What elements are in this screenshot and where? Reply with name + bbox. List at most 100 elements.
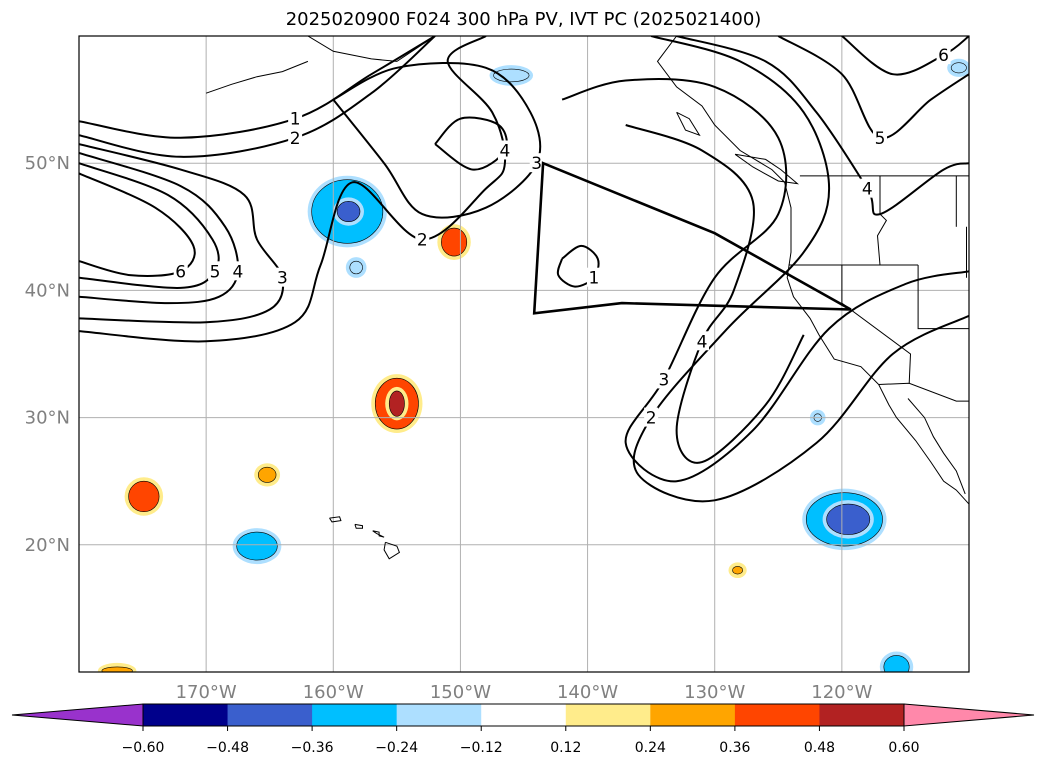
ivt-anomaly-layer bbox=[97, 58, 969, 672]
pv-contour-label: 3 bbox=[658, 370, 669, 390]
colorbar-tick-label: 0.36 bbox=[719, 740, 750, 756]
coastline-segment bbox=[876, 175, 888, 266]
colorbar-extend-low bbox=[11, 703, 144, 727]
pv-contour-label-bg bbox=[860, 178, 875, 198]
colorbar-tick-label: −0.12 bbox=[460, 740, 503, 756]
pv-contour-6 bbox=[841, 36, 969, 76]
pv-contour-label: 2 bbox=[417, 231, 428, 251]
pv-contour-label-bg bbox=[173, 261, 188, 281]
x-tick-label: 140°W bbox=[557, 682, 618, 703]
colorbar-segment bbox=[819, 704, 905, 726]
colorbar-tick-label: −0.48 bbox=[206, 740, 249, 756]
pv-contour-label: 1 bbox=[589, 269, 600, 289]
pv-contour-label: 5 bbox=[875, 129, 886, 149]
region-box-outline bbox=[532, 161, 852, 315]
coastline-segment bbox=[383, 541, 401, 560]
x-tick-label: 170°W bbox=[176, 682, 237, 703]
pv-contour-5 bbox=[79, 162, 220, 289]
pv-contour-label-bg bbox=[936, 45, 951, 65]
colorbar-segment bbox=[396, 704, 482, 726]
x-tick-label: 160°W bbox=[303, 682, 364, 703]
ivt-anomaly-blob bbox=[388, 390, 405, 417]
pv-contour-2 bbox=[79, 36, 507, 343]
ivt-anomaly-blob bbox=[883, 655, 910, 672]
pv-contour-label: 4 bbox=[233, 262, 244, 282]
pv-contour-label-bg bbox=[288, 108, 303, 128]
pv-contour-label-bg bbox=[656, 369, 671, 389]
coastline-segment bbox=[907, 398, 966, 495]
ivt-anomaly-blob bbox=[236, 531, 278, 561]
map-background bbox=[79, 36, 969, 672]
ivt-anomaly-blob bbox=[826, 503, 871, 535]
colorbar: −0.60 −0.48 −0.36 −0.24 −0.12 0.12 0.24 0.36 0.4… bbox=[11, 703, 1035, 756]
pv-contour-label-bg bbox=[644, 407, 659, 427]
pv-contour-label: 4 bbox=[697, 332, 708, 352]
map-frame bbox=[78, 35, 970, 673]
pv-contour-label-bg bbox=[208, 261, 223, 281]
graticule bbox=[79, 36, 969, 672]
pv-contour-label: 2 bbox=[646, 409, 657, 429]
ivt-anomaly-blob bbox=[493, 68, 530, 83]
pv-contour-label: 5 bbox=[210, 262, 221, 282]
pv-contour-3 bbox=[79, 143, 285, 324]
pv-contour-2 bbox=[632, 36, 969, 503]
ivt-anomaly-blob bbox=[950, 62, 967, 74]
coastline-segment bbox=[878, 382, 969, 402]
pv-contour-label: 3 bbox=[277, 269, 288, 289]
y-tick-label: 30°N bbox=[25, 408, 70, 429]
colorbar-segment bbox=[312, 704, 398, 726]
coastline-segment bbox=[917, 265, 969, 330]
pv-contour-4 bbox=[434, 116, 508, 171]
colorbar-tick-label: 0.24 bbox=[635, 740, 666, 756]
pv-contour-6 bbox=[79, 172, 196, 277]
coastline-segment bbox=[734, 153, 800, 185]
ivt-anomaly-blob bbox=[101, 666, 133, 672]
pv-contour-label-bg bbox=[288, 127, 303, 147]
pv-contour-label: 2 bbox=[290, 129, 301, 149]
ivt-anomaly-blob bbox=[257, 466, 277, 483]
x-tick-label: 120°W bbox=[811, 682, 872, 703]
x-tick-label: 130°W bbox=[684, 682, 745, 703]
colorbar-segment bbox=[143, 704, 229, 726]
pv-contour-label-bg bbox=[586, 267, 601, 287]
pv-contour-label-bg bbox=[230, 261, 245, 281]
pv-contour-label: 4 bbox=[862, 180, 873, 200]
colorbar-extend-high bbox=[903, 703, 1035, 727]
colorbar-segment bbox=[565, 704, 651, 726]
colorbar-segment bbox=[481, 704, 567, 726]
colorbar-tick-label: −0.60 bbox=[122, 740, 165, 756]
ivt-anomaly-blob bbox=[349, 260, 363, 275]
pv-contour-label-bg bbox=[529, 153, 544, 173]
pv-contour-label: 1 bbox=[290, 110, 301, 130]
pv-contour-label-bg bbox=[695, 331, 709, 351]
colorbar-tick-label: 0.60 bbox=[888, 740, 919, 756]
axis-labels: 170°W 160°W 150°W 140°W 130°W 120°W 20°N 30°N 40… bbox=[25, 153, 873, 703]
colorbar-frame bbox=[142, 703, 905, 727]
pv-contour-label: 4 bbox=[500, 141, 511, 161]
colorbar-segment bbox=[734, 704, 820, 726]
colorbar-tick-label: −0.24 bbox=[375, 740, 418, 756]
y-tick-label: 40°N bbox=[25, 280, 70, 301]
pv-contour-label: 3 bbox=[531, 154, 542, 174]
pv-contour-label-bg bbox=[415, 229, 430, 249]
region-box bbox=[532, 161, 852, 315]
coastline-segment bbox=[205, 60, 309, 94]
ivt-anomaly-blob bbox=[128, 480, 160, 513]
pv-contour-label-bg bbox=[873, 127, 887, 147]
coastline-segment bbox=[329, 516, 342, 523]
x-tick-label: 150°W bbox=[430, 682, 491, 703]
colorbar-segment bbox=[650, 704, 736, 726]
coastline-segment bbox=[372, 530, 385, 538]
ivt-anomaly-blob bbox=[336, 201, 361, 223]
coastline-segment bbox=[841, 265, 912, 384]
ivt-anomaly-blob bbox=[732, 566, 743, 575]
pv-contour-label: 6 bbox=[175, 262, 186, 282]
chart-title: 2025020900 F024 300 hPa PV, IVT PC (2025… bbox=[285, 9, 762, 30]
y-tick-label: 50°N bbox=[25, 153, 70, 174]
colorbar-segment bbox=[227, 704, 313, 726]
colorbar-tick-label: 0.12 bbox=[550, 740, 581, 756]
colorbar-tick-label: 0.48 bbox=[804, 740, 835, 756]
pv-contour-label-bg bbox=[275, 267, 290, 287]
